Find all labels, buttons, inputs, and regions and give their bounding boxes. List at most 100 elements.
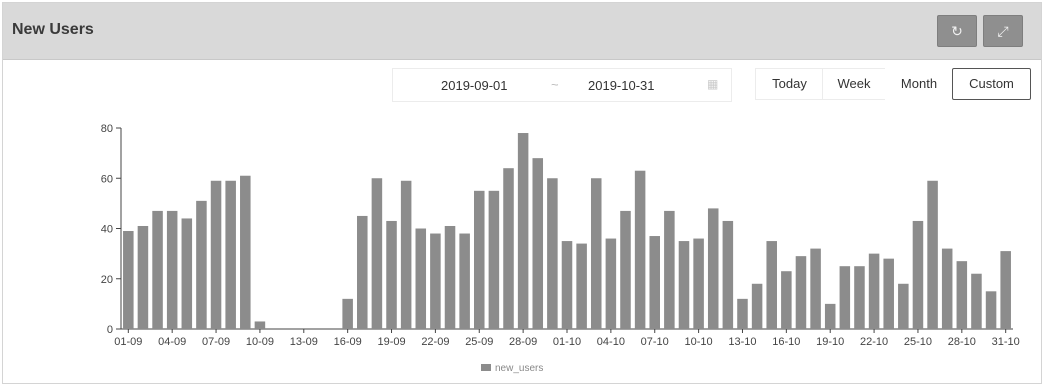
- y-tick-label: 0: [107, 324, 113, 336]
- bar: [123, 231, 134, 329]
- bar: [737, 298, 748, 329]
- bar: [152, 210, 163, 329]
- bar: [605, 238, 617, 329]
- bar: [430, 233, 441, 329]
- y-tick-label: 60: [101, 173, 113, 185]
- bar: [415, 228, 427, 329]
- week-button[interactable]: Week: [822, 68, 886, 100]
- x-tick-label: 31-10: [992, 336, 1020, 348]
- x-tick-label: 16-09: [334, 336, 362, 348]
- bar: [459, 233, 470, 329]
- bar: [751, 283, 763, 329]
- bar: [839, 266, 851, 329]
- bar: [781, 271, 792, 329]
- refresh-button[interactable]: ↻: [937, 15, 977, 47]
- bar: [634, 170, 646, 329]
- x-tick-label: 19-09: [377, 336, 405, 348]
- x-tick-label: 19-10: [816, 336, 844, 348]
- new-users-bar-chart: 0 20 40 60 80 01-09 04-09 07-09 10-09 13-09 16-09 1…: [101, 123, 1020, 374]
- date-to-input[interactable]: 2019-10-31: [588, 78, 655, 93]
- panel-header: New Users ↻ ⤢: [3, 3, 1041, 60]
- x-tick-label: 01-09: [114, 336, 142, 348]
- y-tick-label: 20: [101, 274, 113, 286]
- bar: [590, 178, 602, 329]
- bar: [240, 175, 251, 329]
- x-tick-label: 04-09: [158, 336, 186, 348]
- bar: [810, 248, 821, 329]
- bar: [210, 180, 222, 329]
- y-tick-label: 80: [101, 123, 113, 135]
- legend-swatch: [481, 364, 491, 371]
- x-tick-label: 13-10: [728, 336, 756, 348]
- x-tick-label: 25-10: [904, 336, 932, 348]
- calendar-icon[interactable]: ▦: [707, 77, 719, 91]
- bar: [854, 266, 865, 329]
- x-tick-label: 01-10: [553, 336, 581, 348]
- bar: [971, 273, 982, 329]
- bar: [795, 256, 807, 329]
- x-tick-label: 28-10: [948, 336, 976, 348]
- expand-icon: ⤢: [997, 23, 1009, 39]
- y-tick-label: 40: [101, 224, 113, 236]
- x-tick-label: 22-10: [860, 336, 888, 348]
- bar: [137, 225, 149, 329]
- bar: [941, 248, 953, 329]
- bar: [883, 258, 894, 329]
- date-from-input[interactable]: 2019-09-01: [441, 78, 508, 93]
- x-tick-label: 07-10: [641, 336, 669, 348]
- date-separator: ~: [551, 77, 559, 92]
- bar: [766, 241, 777, 329]
- bar: [868, 253, 880, 329]
- bar: [196, 200, 207, 329]
- x-tick-label: 10-10: [685, 336, 713, 348]
- x-tick-label: 13-09: [290, 336, 318, 348]
- x-tick-label: 16-10: [772, 336, 800, 348]
- custom-button[interactable]: Custom: [952, 68, 1031, 100]
- refresh-icon: ↻: [951, 23, 963, 39]
- bar: [912, 220, 924, 329]
- bar: [166, 210, 178, 329]
- x-tick-label: 10-09: [246, 336, 274, 348]
- x-tick-label: 28-09: [509, 336, 537, 348]
- x-tick-label: 25-09: [465, 336, 493, 348]
- bar: [707, 208, 719, 329]
- bar: [503, 168, 514, 329]
- bar: [547, 178, 558, 329]
- expand-button[interactable]: ⤢: [983, 15, 1023, 47]
- bar: [664, 210, 675, 329]
- bar: [444, 225, 456, 329]
- bar: [620, 210, 631, 329]
- bar: [956, 261, 968, 329]
- bar: [225, 180, 236, 329]
- bar: [561, 241, 573, 329]
- month-button[interactable]: Month: [885, 68, 953, 100]
- bar: [678, 241, 690, 329]
- x-tick-label: 22-09: [421, 336, 449, 348]
- bar: [473, 190, 485, 329]
- legend-label: new_users: [495, 363, 543, 374]
- bar: [1000, 251, 1011, 329]
- x-tick-label: 04-10: [597, 336, 625, 348]
- bar: [517, 133, 529, 329]
- toolbar: 2019-09-01 ~ 2019-10-31 ▦ Today Week Mon…: [3, 60, 1041, 110]
- bar: [532, 158, 544, 329]
- panel-title: New Users: [12, 21, 94, 38]
- bar: [342, 298, 353, 329]
- date-range-picker[interactable]: 2019-09-01 ~ 2019-10-31 ▦: [392, 68, 732, 102]
- bar: [824, 303, 836, 329]
- bar: [649, 236, 661, 329]
- bar: [985, 291, 997, 329]
- bar: [693, 238, 704, 329]
- bar: [576, 243, 587, 329]
- bar: [898, 283, 909, 329]
- bar: [386, 220, 397, 329]
- x-tick-label: 07-09: [202, 336, 230, 348]
- bar: [254, 321, 266, 329]
- bar: [927, 180, 938, 329]
- bar: [181, 218, 193, 329]
- bar: [400, 180, 412, 329]
- bar: [357, 215, 368, 329]
- bar: [722, 220, 734, 329]
- bar: [488, 190, 500, 329]
